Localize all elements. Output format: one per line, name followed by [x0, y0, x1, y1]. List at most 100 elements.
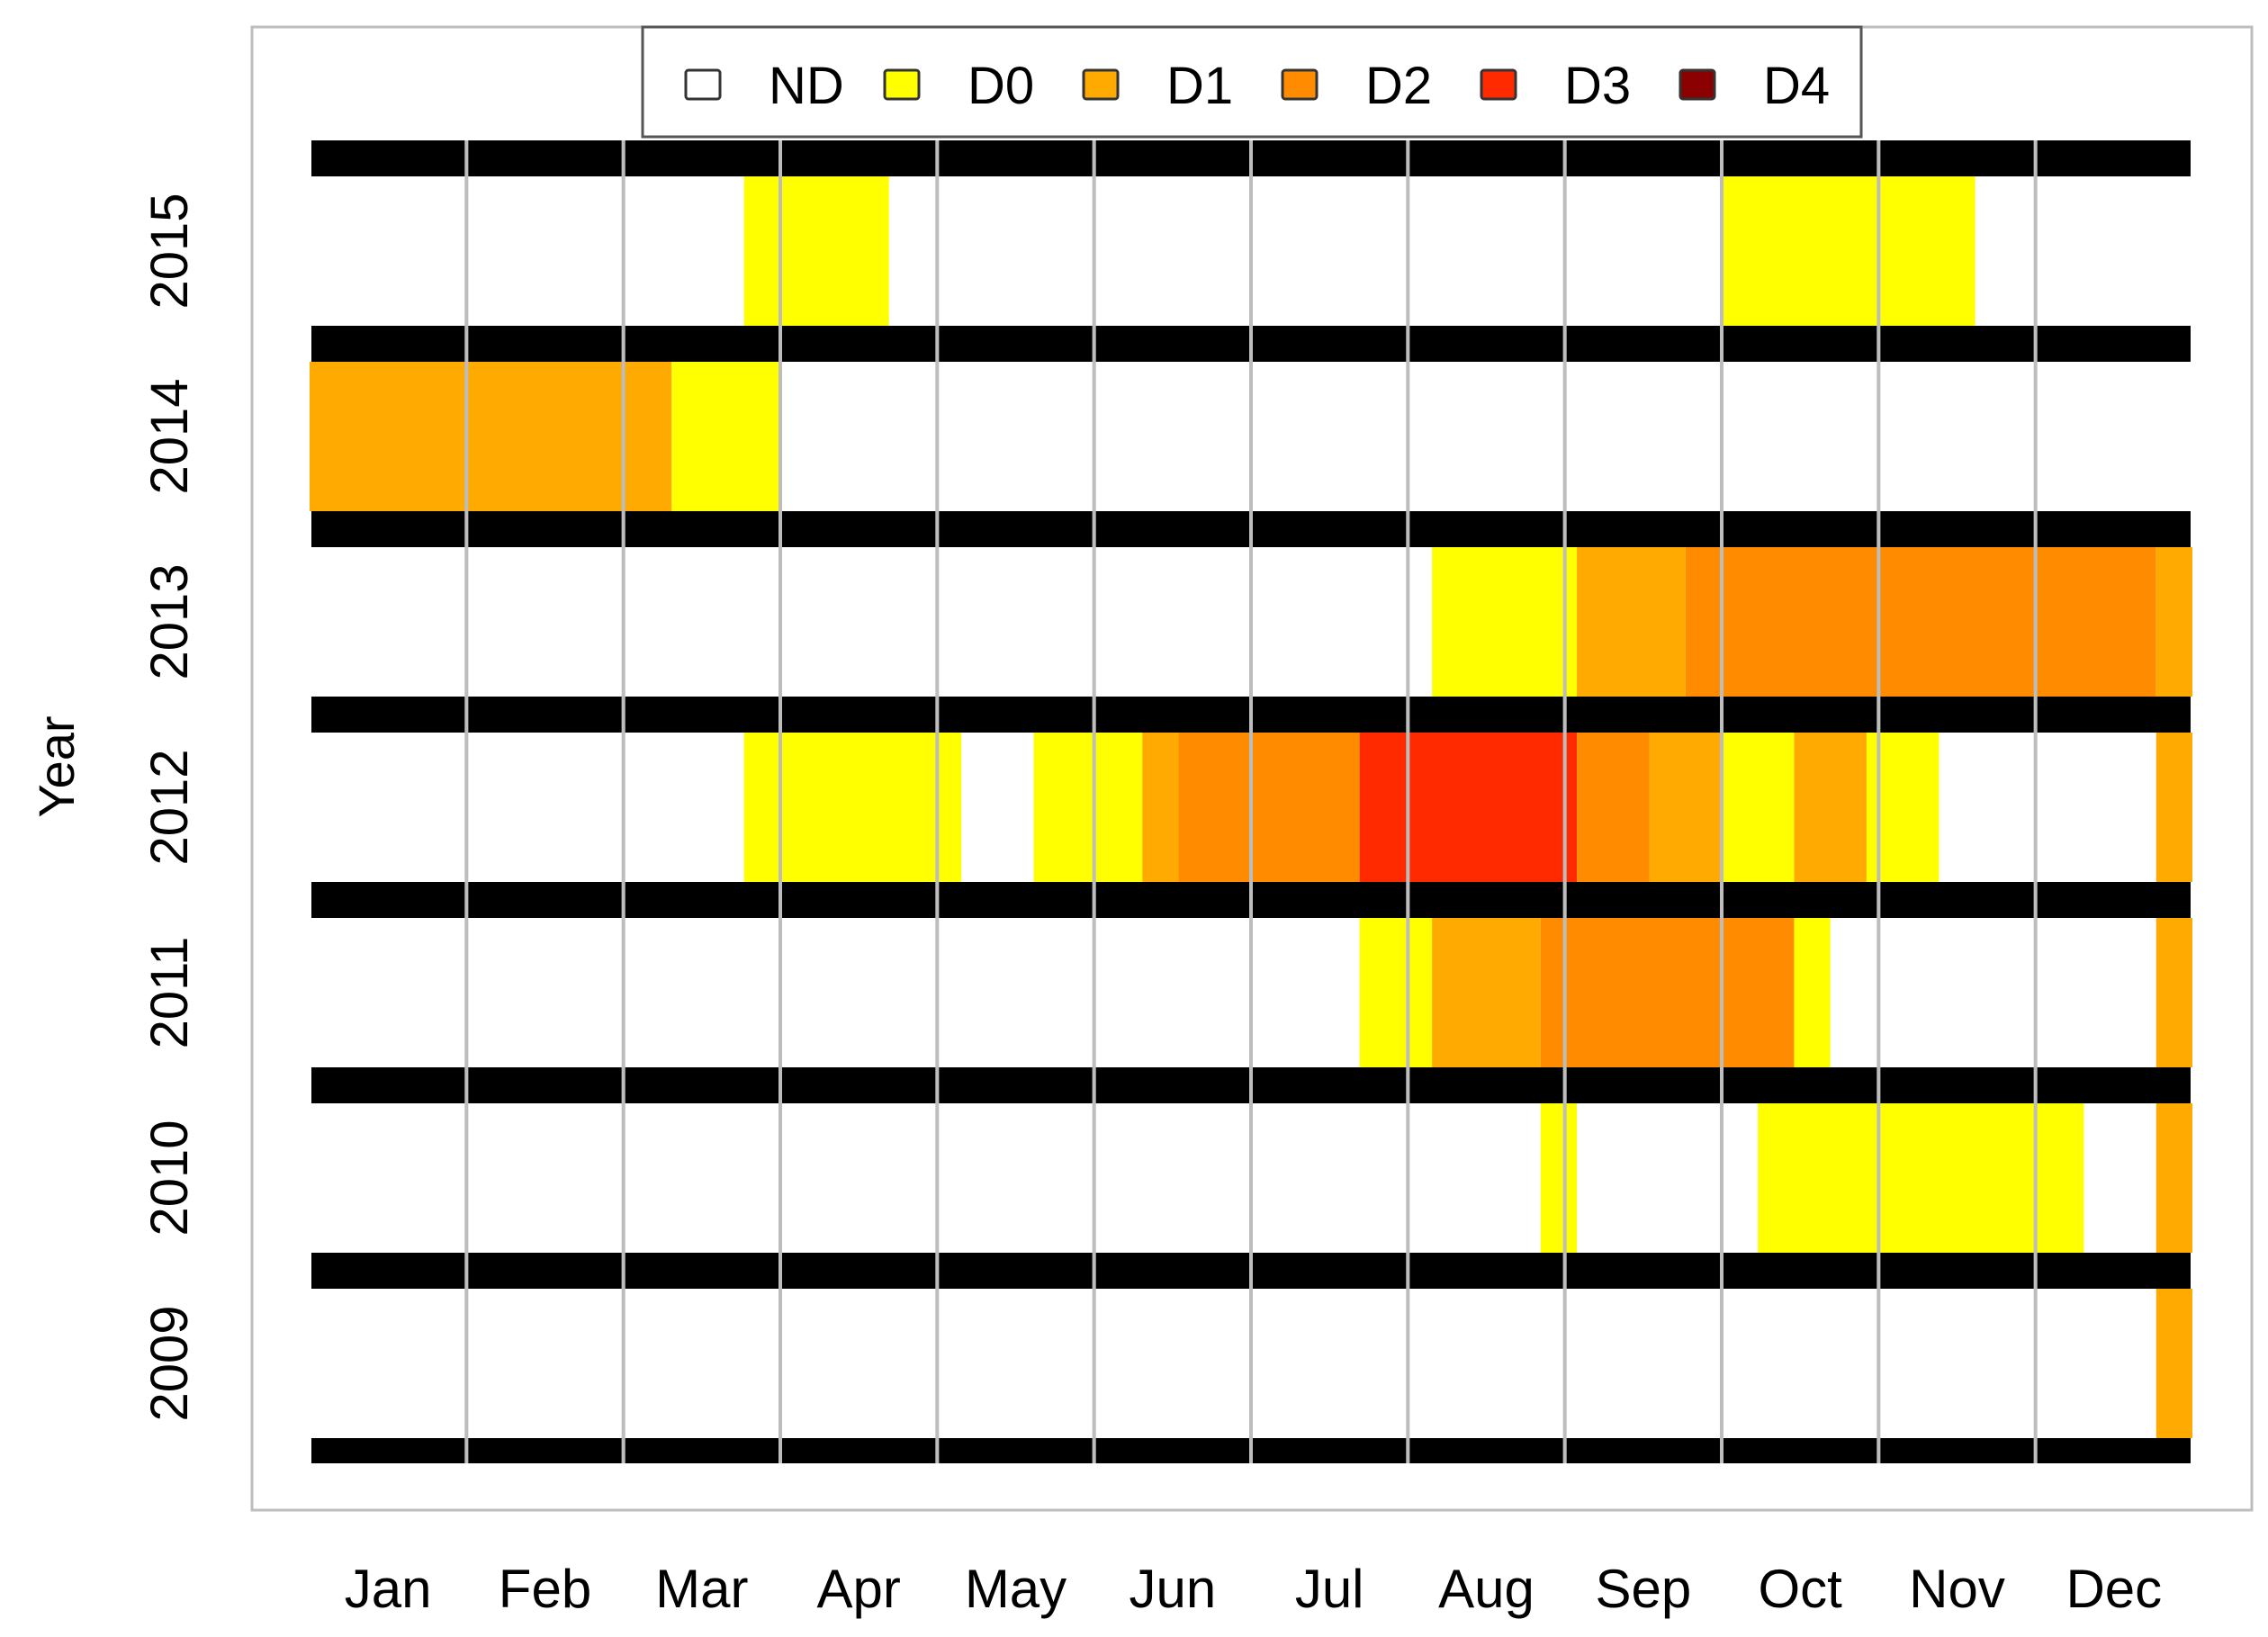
legend-label-d4: D4 — [1763, 57, 1830, 115]
heatmap-cell-2015-d0 — [1722, 176, 1976, 326]
year-separator — [939, 1067, 1093, 1103]
heatmap-cell-2012-d0 — [1722, 733, 1795, 882]
year-separator — [1880, 511, 2034, 547]
heatmap-cell-2012-d1 — [1142, 733, 1179, 882]
month-tick-label: May — [965, 1559, 1066, 1619]
year-separator — [625, 1438, 778, 1463]
year-separator — [1409, 1438, 1563, 1463]
year-separator — [782, 697, 936, 733]
month-tick-label: Jun — [1129, 1559, 1216, 1619]
year-separator — [468, 1067, 622, 1103]
month-tick-label: Aug — [1438, 1559, 1534, 1619]
heatmap-cell-2011-d1 — [2156, 918, 2192, 1067]
year-separator — [625, 511, 778, 547]
year-separator — [1566, 697, 1720, 733]
year-separator — [625, 1067, 778, 1103]
year-separator — [1253, 697, 1407, 733]
year-tick-label: 2010 — [140, 1120, 199, 1236]
month-tick-label: Jan — [345, 1559, 432, 1619]
year-separator — [1409, 326, 1563, 362]
year-separator — [1253, 1067, 1407, 1103]
legend-label-d2: D2 — [1365, 57, 1432, 115]
year-separator — [1095, 1067, 1249, 1103]
year-separator — [2037, 140, 2191, 176]
year-separator — [468, 882, 622, 918]
heatmap-cell-2010-d0 — [1758, 1103, 2084, 1253]
year-separator — [468, 511, 622, 547]
legend: ND D0 D1 D2 D3 D4 — [641, 25, 1863, 139]
year-separator — [1253, 511, 1407, 547]
year-separator — [1724, 326, 1877, 362]
year-separator — [1095, 326, 1249, 362]
year-separator — [1724, 1438, 1877, 1463]
year-separator — [1409, 1253, 1563, 1289]
year-separator — [2037, 511, 2191, 547]
year-separator — [311, 1253, 465, 1289]
heatmap-cell-2009-d1 — [2156, 1289, 2192, 1438]
heatmap-cell-2014-d0 — [671, 362, 780, 511]
year-separator — [782, 1067, 936, 1103]
legend-swatch-d0 — [883, 68, 921, 101]
year-separator — [1566, 882, 1720, 918]
year-separators — [311, 140, 2191, 1463]
year-separator — [782, 1438, 936, 1463]
heatmap-cell-2013-d1 — [1577, 547, 1686, 697]
year-separator — [468, 326, 622, 362]
y-axis-label: Year — [28, 715, 85, 817]
heatmap-cell-2012-d1 — [1794, 733, 1867, 882]
year-separator — [468, 1253, 622, 1289]
year-separator — [939, 326, 1093, 362]
legend-swatch-nd — [684, 68, 722, 101]
year-tick-label: 2009 — [140, 1305, 199, 1421]
heatmap-cell-2013-d0 — [1432, 547, 1578, 697]
legend-label-d1: D1 — [1166, 57, 1233, 115]
year-separator — [1095, 1438, 1249, 1463]
year-separator — [782, 1253, 936, 1289]
legend-box — [641, 25, 1863, 139]
year-separator — [1409, 1067, 1563, 1103]
month-tick-label: Oct — [1758, 1559, 1842, 1619]
year-separator — [1095, 140, 1249, 176]
year-separator — [1409, 882, 1563, 918]
year-separator — [1880, 1067, 2034, 1103]
month-tick-label: Nov — [1909, 1559, 2005, 1619]
heatmap-cell-2012-d0 — [1033, 733, 1143, 882]
year-separator — [782, 882, 936, 918]
heatmap-cell-2012-d0 — [743, 733, 962, 882]
year-separator — [311, 140, 465, 176]
legend-label-d0: D0 — [968, 57, 1034, 115]
legend-swatch-d2 — [1281, 68, 1318, 101]
year-separator — [2037, 1067, 2191, 1103]
year-separator — [1880, 697, 2034, 733]
year-separator — [782, 326, 936, 362]
heatmap-cell-2011-d2 — [1540, 918, 1795, 1067]
year-separator — [311, 697, 465, 733]
year-separator — [939, 1253, 1093, 1289]
year-separator — [939, 697, 1093, 733]
year-separator — [311, 1438, 465, 1463]
year-separator — [311, 1067, 465, 1103]
heatmap-cell-2012-d3 — [1359, 733, 1578, 882]
heatmap-cells — [310, 176, 2192, 1438]
heatmap-cell-2014-d1 — [310, 362, 672, 511]
year-separator — [311, 882, 465, 918]
year-separator — [1095, 882, 1249, 918]
month-tick-labels: Jan Feb Mar Apr May Jun Jul Aug Sep Oct Nov Dec — [345, 1559, 2162, 1619]
year-separator — [1409, 140, 1563, 176]
legend-label-d3: D3 — [1564, 57, 1631, 115]
year-separator — [625, 326, 778, 362]
year-separator — [468, 1438, 622, 1463]
heatmap-cell-2011-d1 — [1432, 918, 1541, 1067]
heatmap-cell-2015-d0 — [743, 176, 889, 326]
month-tick-label: Dec — [2066, 1559, 2162, 1619]
year-separator — [1880, 1253, 2034, 1289]
year-separator — [939, 1438, 1093, 1463]
heatmap-cell-2012-d1 — [2156, 733, 2192, 882]
year-separator — [1566, 140, 1720, 176]
year-separator — [1095, 511, 1249, 547]
heatmap-cell-2012-d2 — [1577, 733, 1650, 882]
year-separator — [625, 882, 778, 918]
year-separator — [311, 511, 465, 547]
year-separator — [1409, 511, 1563, 547]
